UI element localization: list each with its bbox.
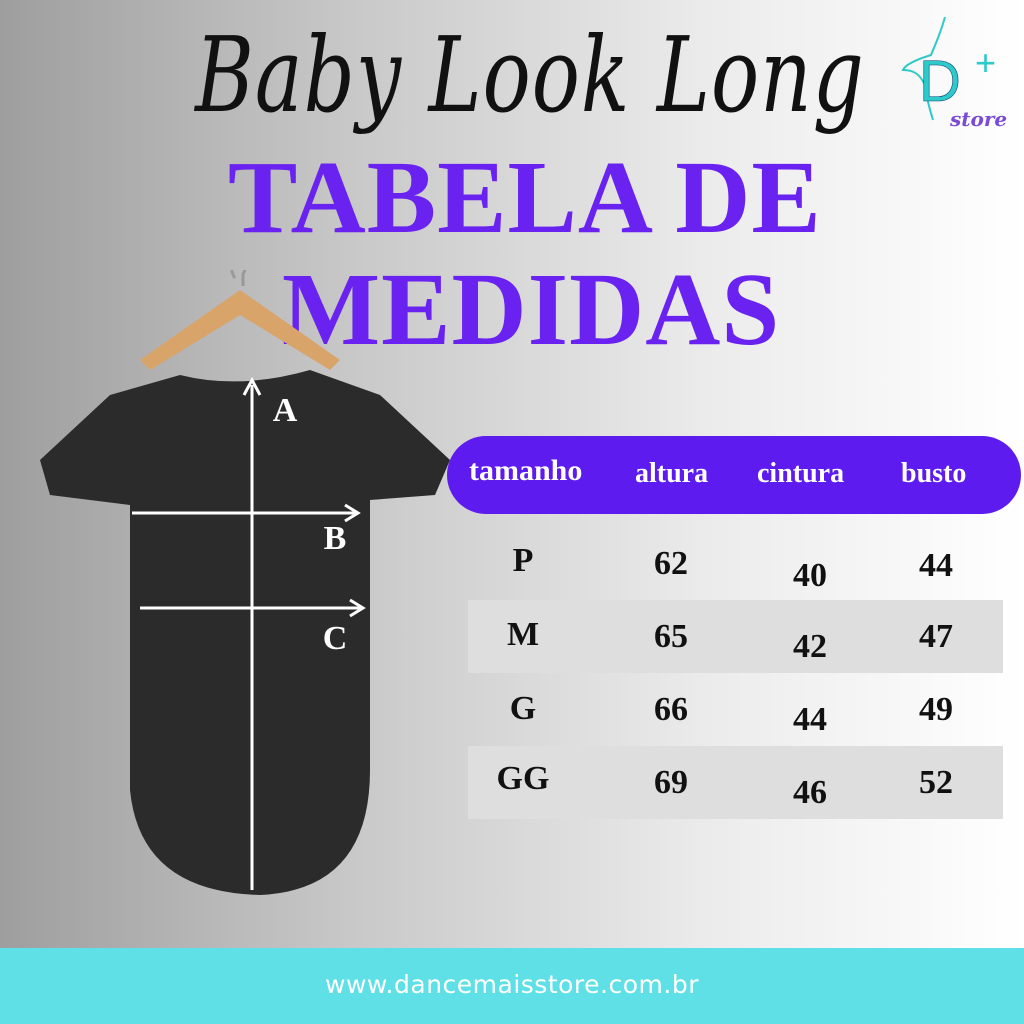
cintura: 44 [793,701,827,738]
arrow-right-icon [344,503,361,523]
busto: 44 [919,547,953,584]
shirt-diagram [40,270,450,895]
title-line-2: MEDIDAS [282,252,781,367]
header-busto: busto [901,458,967,489]
footer-bar: www.dancemaisstore.com.br [0,948,1024,1024]
cintura: 46 [793,774,827,811]
label-c: C [322,620,348,657]
table-row: P 62 40 44 [468,527,1003,600]
cintura: 40 [793,557,827,594]
arrow-up-icon [242,376,262,396]
header-cintura: cintura [757,458,845,489]
size: GG [496,760,550,797]
label-a: A [272,392,298,429]
svg-text:store: store [949,107,1007,130]
altura: 69 [654,764,688,801]
table-header: tamanho altura cintura busto [447,436,1021,514]
altura: 66 [654,691,688,728]
label-b: B [323,520,347,557]
table-row: G 66 44 49 [468,673,1003,746]
header-altura: altura [635,458,709,489]
cintura: 42 [793,628,827,665]
size: P [512,542,534,579]
svg-text:+: + [975,42,996,83]
logo: D + store [895,15,1010,131]
table-row: GG 69 46 52 [468,746,1003,819]
title-line-1: TABELA DE [228,140,822,255]
busto: 52 [919,764,953,801]
busto: 47 [919,618,953,655]
script-title: Baby Look Long [195,14,865,136]
altura: 62 [654,545,688,582]
hanger-hook [230,270,247,286]
size: G [509,690,537,727]
svg-text:D: D [919,49,961,114]
busto: 49 [919,691,953,728]
altura: 65 [654,618,688,655]
arrow-right-icon [349,598,366,618]
header-tamanho: tamanho [469,454,583,487]
size: M [506,616,540,653]
shirt [40,370,450,895]
table-row: M 65 42 47 [468,600,1003,673]
hanger [140,290,340,370]
website-url: www.dancemaisstore.com.br [325,970,699,999]
